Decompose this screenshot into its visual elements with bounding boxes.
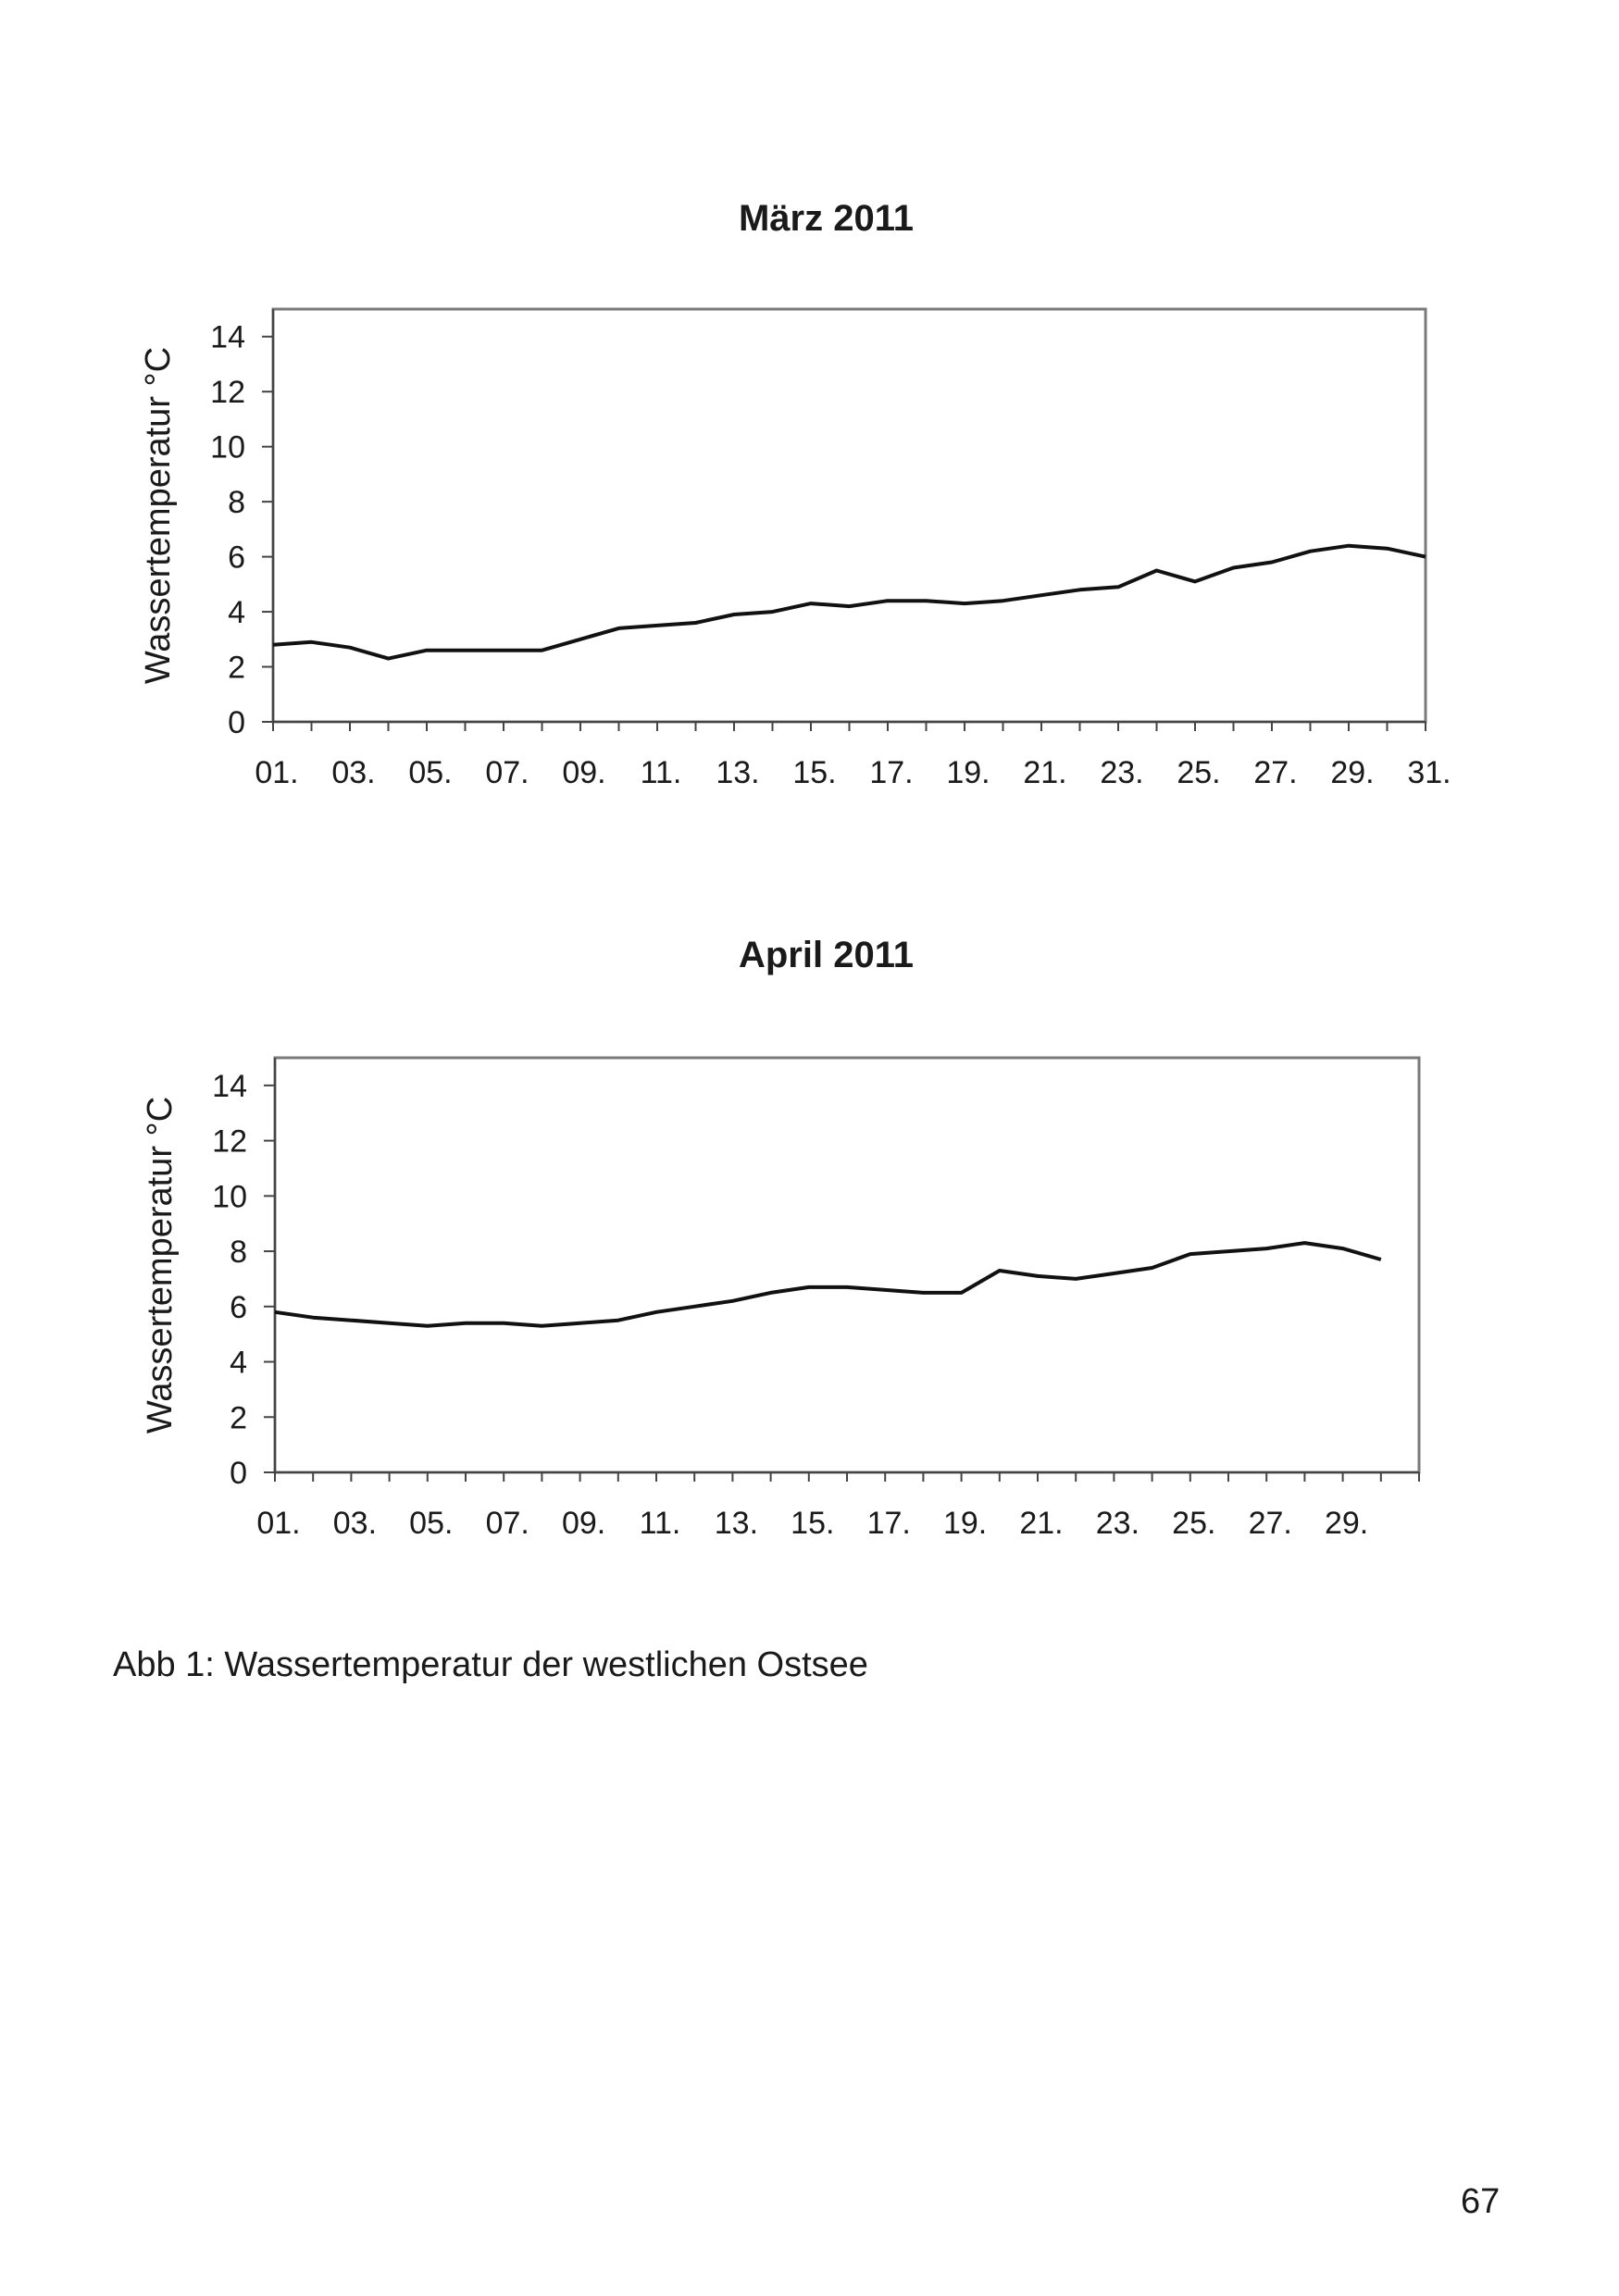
y-tick-label: 8 [230,1235,247,1270]
x-tick-label: 19. [946,755,990,790]
y-tick-label: 6 [228,540,245,576]
y-tick-label: 10 [210,430,245,465]
plot-frame [271,307,1427,724]
x-tick-label: 19. [943,1506,987,1541]
x-tick-label: 23. [1096,1506,1140,1541]
x-tick-label: 29. [1330,755,1374,790]
x-tick-label: 03. [331,755,375,790]
figure-caption: Abb 1: Wassertemperatur der westlichen O… [113,1645,868,1684]
chart-title: April 2011 [738,935,914,975]
series-line [272,543,1426,661]
y-tick-label: 6 [230,1290,247,1325]
x-tick-label: 17. [869,755,913,790]
x-tick-label: 11. [641,755,682,790]
chart-title: März 2011 [738,198,915,239]
chart-maerz-2011-plot: 0 2 4 6 8 10 12 14 01. 03. 05. 07. 09. 11. 13. 15. 17. 19… [139,307,1451,790]
x-tick-label: 13. [716,755,759,790]
y-tick-label: 4 [230,1346,247,1381]
series-line [274,1241,1382,1328]
x-tick-label: 09. [562,1506,605,1541]
chart-maerz-2011: März 2011 [0,198,1619,809]
x-tick-label: 17. [867,1506,911,1541]
y-tick-label: 14 [210,320,245,355]
x-tick-label: 15. [791,1506,834,1541]
y-tick-label: 4 [228,595,245,630]
y-tick-label: 0 [230,1456,247,1491]
page-number: 67 [1461,2182,1501,2221]
x-tick-label: 07. [485,755,529,790]
x-tick-label: 11. [640,1506,681,1541]
y-axis-label: Wassertemperatur °C [139,347,178,684]
chart-april-2011: April 2011 [0,935,1619,1545]
x-tick-label: 21. [1019,1506,1063,1541]
x-tick-label: 05. [409,1506,453,1541]
x-tick-label: 01. [255,755,298,790]
y-tick-label: 12 [210,375,245,410]
y-tick-label: 2 [230,1400,247,1435]
x-tick-label: 03. [333,1506,377,1541]
plot-frame [273,1056,1421,1474]
y-tick-label: 14 [212,1069,247,1104]
x-tick-label: 25. [1177,755,1220,790]
x-tick-label: 21. [1023,755,1066,790]
x-tick-label: 09. [562,755,605,790]
x-tick-label: 29. [1325,1506,1368,1541]
y-tick-label: 10 [212,1179,247,1214]
x-tick-label: 07. [486,1506,529,1541]
y-tick-label: 12 [212,1124,247,1160]
x-tick-label: 23. [1100,755,1143,790]
y-tick-label: 8 [228,485,245,520]
x-tick-label: 31. [1407,755,1451,790]
y-tick-label: 0 [228,705,245,740]
x-tick-label: 05. [408,755,452,790]
x-tick-label: 25. [1172,1506,1215,1541]
x-tick-label: 27. [1249,1506,1292,1541]
chart-april-2011-plot: 0 2 4 6 8 10 12 14 01. 03. 05. 07. 09. 11. 13. 15. 17. 19… [141,1056,1421,1541]
x-tick-label: 27. [1253,755,1297,790]
x-tick-label: 01. [256,1506,300,1541]
y-tick-label: 2 [228,651,245,686]
x-tick-label: 15. [792,755,836,790]
y-axis-label: Wassertemperatur °C [141,1097,180,1433]
x-tick-label: 13. [715,1506,758,1541]
